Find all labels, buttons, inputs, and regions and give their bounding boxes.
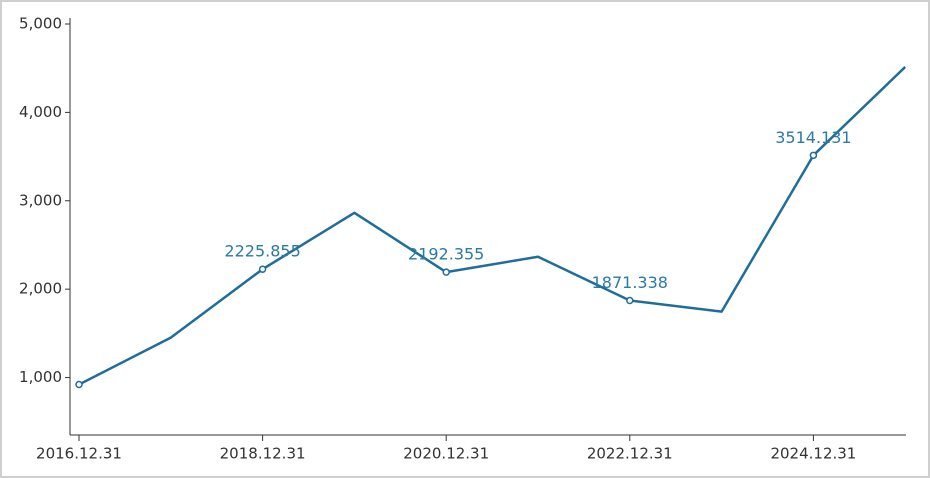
line [78, 66, 907, 386]
y-tick-label: 3,000 [19, 191, 62, 209]
value-label: 2192.355 [408, 245, 484, 264]
value-label: 1871.338 [592, 273, 668, 292]
point [626, 296, 634, 305]
x-tick-label: 2016.12.31 [36, 445, 122, 463]
y-tick-label: 2,000 [19, 280, 62, 298]
point [809, 151, 818, 160]
point [258, 265, 267, 273]
value-label: 2225.855 [224, 242, 300, 261]
x-tick-label: 2022.12.31 [587, 445, 673, 463]
y-tick-label: 4,000 [19, 103, 62, 121]
y-tick-label: 1,000 [19, 368, 62, 386]
x-tick-label: 2024.12.31 [770, 445, 856, 463]
x-tick-label: 2018.12.31 [220, 445, 306, 463]
point [75, 380, 83, 389]
point [442, 268, 450, 276]
y-tick-label: 5,000 [19, 15, 62, 33]
x-tick-label: 2020.12.31 [403, 445, 489, 463]
value-label: 3514.131 [775, 128, 851, 147]
